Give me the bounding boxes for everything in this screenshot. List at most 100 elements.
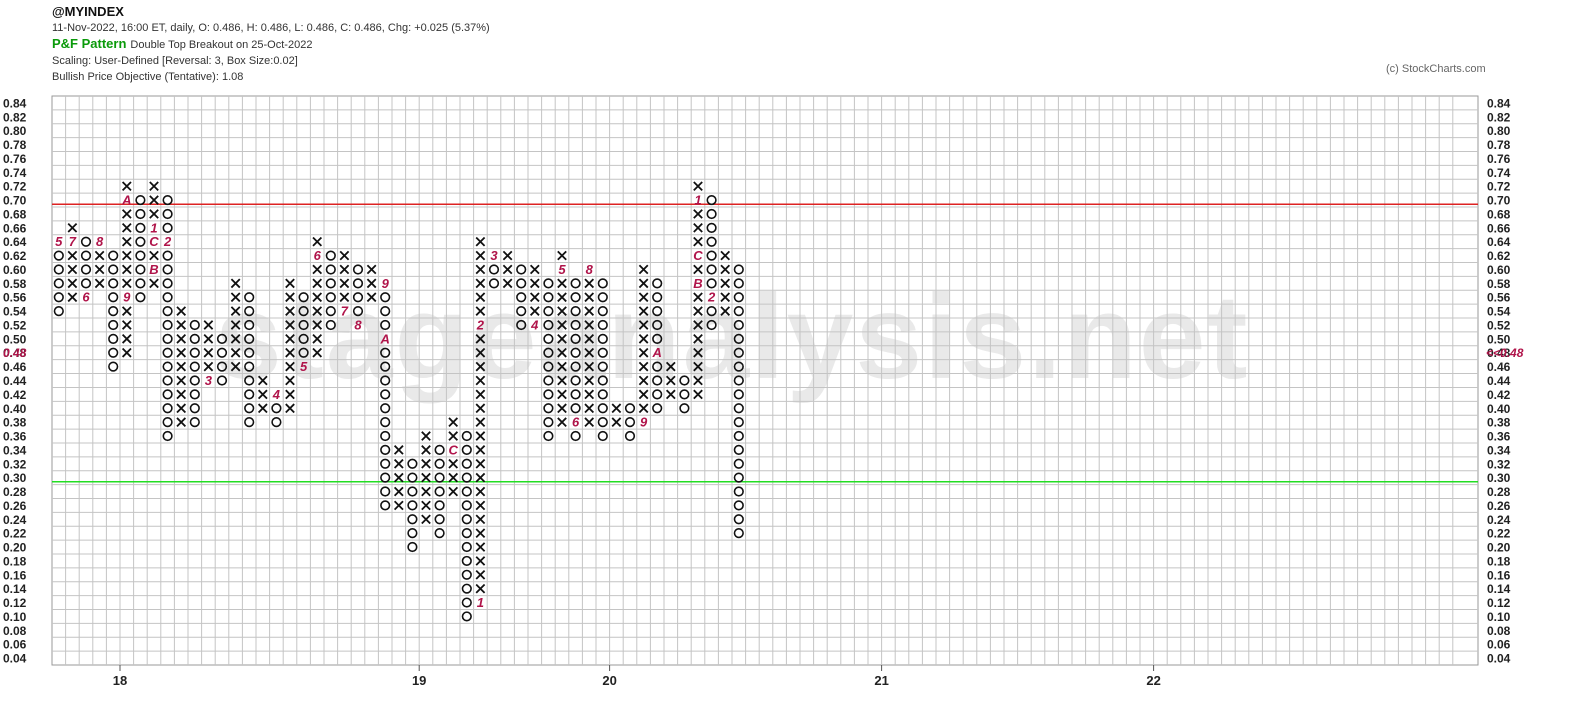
y-tick-label-left: 0.70	[3, 194, 27, 208]
o-box	[652, 389, 663, 400]
month-marker: 5	[300, 359, 308, 374]
month-marker: 6	[314, 248, 322, 263]
o-box	[570, 292, 581, 303]
x-box	[176, 306, 187, 316]
o-box	[380, 389, 391, 400]
month-marker: C	[693, 248, 703, 263]
o-box	[679, 403, 690, 414]
y-tick-label-right: 0.16	[1487, 568, 1511, 582]
y-tick-label-left: 0.62	[3, 249, 27, 263]
o-box	[407, 486, 418, 497]
x-box	[149, 278, 159, 289]
month-marker: A	[380, 331, 390, 346]
y-tick-label-left: 0.64	[3, 235, 27, 249]
x-box	[638, 375, 649, 386]
y-tick-label-left: 0.48	[3, 346, 27, 360]
o-box	[434, 486, 445, 497]
o-box	[597, 430, 608, 442]
x-box	[149, 209, 159, 219]
o-box	[162, 333, 173, 344]
o-box	[189, 375, 200, 386]
y-tick-label-right: 0.36	[1487, 430, 1511, 444]
x-box	[67, 264, 78, 275]
o-box	[733, 278, 744, 289]
x-box	[94, 264, 105, 275]
o-box	[244, 403, 255, 414]
y-tick-label-left: 0.40	[3, 402, 27, 416]
x-box	[393, 500, 404, 511]
month-marker: 1	[477, 595, 484, 610]
o-box	[461, 611, 472, 622]
o-box	[271, 417, 282, 428]
o-box	[380, 486, 391, 497]
o-box	[108, 250, 119, 261]
o-box	[461, 569, 472, 580]
x-box	[693, 264, 703, 275]
x-box	[475, 347, 486, 358]
o-box	[108, 306, 119, 317]
month-marker: 2	[163, 234, 172, 249]
x-box	[475, 278, 486, 289]
y-tick-label-right: 0.20	[1487, 541, 1511, 555]
x-box	[176, 320, 187, 330]
o-box	[733, 528, 744, 539]
symbol-title: @MYINDEX	[52, 4, 124, 19]
x-box	[502, 250, 513, 261]
x-box	[121, 250, 132, 261]
x-box	[312, 347, 323, 358]
x-box	[638, 292, 649, 303]
x-box	[475, 445, 486, 455]
month-marker: 4	[530, 317, 539, 332]
o-box	[108, 264, 119, 275]
x-box	[611, 417, 622, 427]
month-marker: 8	[586, 262, 594, 277]
y-tick-label-right: 0.56	[1487, 291, 1511, 305]
o-box	[733, 319, 744, 331]
x-box	[67, 278, 78, 289]
y-tick-label-left: 0.08	[3, 624, 27, 638]
x-box	[638, 306, 649, 316]
o-box	[733, 292, 744, 303]
x-box	[720, 250, 731, 261]
y-tick-label-left: 0.24	[3, 513, 27, 527]
y-tick-label-right: 0.18	[1487, 554, 1511, 568]
o-box	[597, 306, 608, 317]
o-box	[461, 472, 472, 483]
x-box	[665, 361, 676, 372]
x-box	[475, 569, 486, 580]
o-box	[543, 306, 554, 317]
x-box	[638, 347, 649, 358]
x-box	[176, 347, 187, 358]
x-box	[557, 306, 567, 316]
o-box	[298, 333, 309, 344]
o-box	[189, 361, 200, 372]
y-tick-label-right: 0.72	[1487, 180, 1511, 194]
current-price-label: <<0.48	[1486, 346, 1524, 360]
o-box	[516, 306, 527, 317]
o-box	[733, 458, 744, 469]
o-box	[325, 319, 336, 331]
o-box	[733, 500, 744, 511]
o-box	[434, 444, 445, 455]
x-box	[393, 458, 404, 469]
y-tick-label-right: 0.84	[1487, 96, 1511, 110]
o-box	[597, 375, 608, 386]
o-box	[380, 403, 391, 414]
o-box	[652, 319, 663, 331]
o-box	[461, 597, 472, 608]
o-box	[80, 236, 92, 247]
x-box	[312, 278, 323, 289]
o-box	[679, 389, 690, 400]
month-marker: A	[121, 193, 131, 208]
o-box	[108, 278, 119, 289]
x-box	[149, 181, 159, 192]
o-box	[706, 208, 717, 220]
x-box	[584, 403, 595, 414]
pattern-text: Double Top Breakout on 25-Oct-2022	[130, 39, 313, 51]
y-tick-label-left: 0.84	[3, 96, 27, 110]
x-box	[121, 306, 132, 316]
x-box	[693, 209, 703, 219]
x-box	[584, 417, 595, 427]
x-box	[693, 306, 703, 316]
o-box	[597, 417, 608, 428]
